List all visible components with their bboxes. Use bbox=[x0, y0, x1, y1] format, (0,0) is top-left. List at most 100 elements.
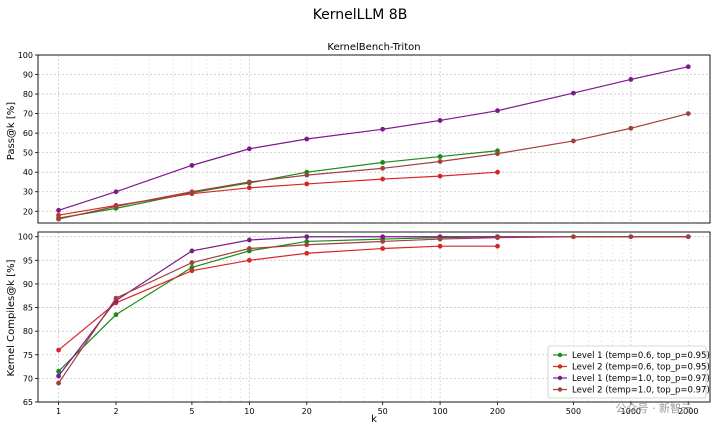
legend: Level 1 (temp=0.6, top_p=0.95) Level 2 (t… bbox=[547, 345, 710, 399]
data-point bbox=[495, 169, 500, 175]
data-point bbox=[56, 216, 61, 222]
series-line bbox=[58, 150, 498, 219]
data-point bbox=[380, 234, 386, 240]
x-tick-label: 2 bbox=[113, 407, 118, 416]
series-4 bbox=[56, 111, 691, 222]
legend-swatch-marker bbox=[557, 375, 563, 381]
data-point bbox=[571, 234, 576, 240]
data-point bbox=[56, 347, 61, 353]
legend-entry: Level 1 (temp=0.6, top_p=0.95) bbox=[572, 351, 710, 361]
data-point bbox=[189, 248, 195, 254]
data-point bbox=[189, 260, 195, 266]
data-point bbox=[437, 154, 443, 159]
y-tick-label: 90 bbox=[23, 280, 33, 289]
data-point bbox=[246, 257, 252, 263]
top-y-axis-label: Pass@k [%] bbox=[6, 102, 17, 161]
y-tick-label: 65 bbox=[23, 398, 33, 407]
data-point bbox=[437, 236, 443, 242]
data-point bbox=[685, 234, 691, 240]
y-tick-label: 95 bbox=[23, 256, 33, 265]
data-point bbox=[380, 165, 386, 171]
axes-frame bbox=[37, 231, 711, 403]
plot-pass-at-k: 20 30 40 50 60 70 80 90 100 bbox=[18, 51, 711, 224]
data-point bbox=[380, 246, 386, 251]
y-tick-label: 30 bbox=[23, 188, 33, 197]
y-tick-label: 100 bbox=[18, 233, 33, 242]
y-tick-label: 90 bbox=[23, 71, 33, 80]
bottom-y-axis-label: Kernel Compiles@k [%] bbox=[6, 259, 17, 376]
x-tick-label: 1 bbox=[56, 407, 61, 416]
y-tick-label: 70 bbox=[23, 374, 33, 383]
data-point bbox=[189, 265, 195, 270]
legend-swatch-marker bbox=[557, 387, 563, 392]
legend-swatch-marker bbox=[557, 352, 563, 358]
legend-entry: Level 2 (temp=1.0, top_p=0.97) bbox=[572, 386, 710, 396]
data-point bbox=[56, 212, 61, 218]
x-tick-label: 1000 bbox=[621, 407, 641, 416]
data-point bbox=[437, 159, 443, 164]
data-point bbox=[571, 138, 576, 144]
x-tick-label: 100 bbox=[432, 407, 447, 416]
data-point bbox=[628, 77, 634, 82]
data-point bbox=[437, 173, 443, 179]
data-point bbox=[304, 181, 310, 187]
data-point bbox=[304, 239, 310, 244]
series-4 bbox=[56, 234, 691, 386]
data-point bbox=[246, 237, 252, 243]
data-point bbox=[189, 268, 195, 274]
data-point bbox=[628, 125, 634, 131]
data-point bbox=[304, 234, 310, 240]
data-point bbox=[246, 146, 252, 152]
x-tick-label: 20 bbox=[302, 407, 312, 416]
series-1 bbox=[56, 234, 500, 374]
axes-frame bbox=[37, 54, 711, 224]
data-point bbox=[246, 179, 252, 185]
x-tick-label: 10 bbox=[244, 407, 254, 416]
y-tick-label: 85 bbox=[23, 304, 33, 313]
data-point bbox=[495, 243, 500, 249]
legend-box bbox=[547, 345, 707, 399]
data-point bbox=[113, 203, 119, 209]
data-point bbox=[56, 207, 61, 213]
data-point bbox=[380, 176, 386, 182]
data-point bbox=[246, 185, 252, 191]
legend-entry: Level 1 (temp=1.0, top_p=0.97) bbox=[572, 374, 710, 384]
y-tick-label: 80 bbox=[23, 90, 33, 99]
data-point bbox=[685, 111, 691, 117]
data-point bbox=[304, 136, 310, 142]
plot-compiles-at-k: 65 70 75 80 85 90 95 100 1 2 5 10 20 50 100 200 500 1000 2… bbox=[18, 231, 711, 416]
data-point bbox=[571, 90, 576, 96]
data-point bbox=[495, 151, 500, 157]
series-line bbox=[58, 113, 689, 220]
y-tick-label: 50 bbox=[23, 149, 33, 158]
data-point bbox=[56, 373, 61, 379]
y-tick-label: 75 bbox=[23, 351, 33, 360]
data-point bbox=[304, 250, 310, 256]
series-line bbox=[58, 66, 689, 211]
data-point bbox=[113, 295, 119, 301]
x-tick-label: 50 bbox=[378, 407, 388, 416]
data-point bbox=[380, 239, 386, 244]
y-tick-label: 20 bbox=[23, 207, 33, 216]
data-point bbox=[246, 246, 252, 251]
data-point bbox=[304, 242, 310, 248]
x-axis-label: k bbox=[371, 414, 377, 425]
x-tick-label: 2000 bbox=[678, 407, 698, 416]
y-tick-label: 40 bbox=[23, 168, 33, 177]
data-point bbox=[495, 108, 500, 114]
y-tick-label: 100 bbox=[18, 51, 33, 60]
x-tick-label: 500 bbox=[566, 407, 581, 416]
data-point bbox=[56, 380, 61, 386]
data-point bbox=[189, 189, 195, 195]
series-line bbox=[58, 245, 498, 351]
data-point bbox=[380, 126, 386, 132]
data-point bbox=[113, 189, 119, 195]
x-tick-label: 200 bbox=[490, 407, 505, 416]
data-point bbox=[495, 235, 500, 241]
series-3 bbox=[56, 64, 691, 213]
legend-entry: Level 2 (temp=0.6, top_p=0.95) bbox=[572, 363, 710, 373]
series-1 bbox=[56, 148, 500, 221]
subplot-title: KernelBench-Triton bbox=[327, 42, 420, 53]
